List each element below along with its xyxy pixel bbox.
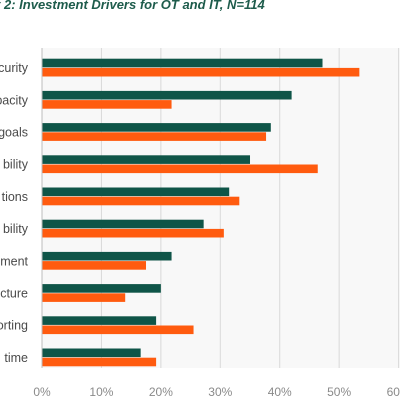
bar-series-1 [42,219,204,229]
bar-series-2 [42,325,194,335]
category-label: goals [0,126,28,140]
category-label: pacity [0,93,29,107]
bar-series-2 [42,293,126,302]
bar-series-1 [42,316,157,325]
x-tick-label: 10% [89,385,113,399]
x-tick-label: 0% [33,385,51,399]
bar-series-1 [42,251,172,261]
bar-series-1 [42,284,161,293]
category-labels: curity pacity goals bility tions bility ment ct… [0,61,29,365]
bar-series-2 [42,261,147,270]
gridlines [100,48,400,368]
bar-series-1 [42,348,141,358]
bar-series-2 [42,164,318,174]
x-tick-labels: 0% 10% 20% 30% 40% 50% 60% [33,385,400,399]
category-label: time [4,351,28,365]
bar-series-1 [42,187,230,197]
x-tick-label: 30% [208,385,232,399]
x-tick-label: 20% [149,385,173,399]
bar-series-2 [42,196,240,206]
bar-series-1 [42,90,292,100]
category-label: cture [0,287,28,301]
chart-title: rt 2: Investment Drivers for OT and IT, … [0,0,265,12]
bar-series-2 [42,228,224,238]
category-label: ment [0,254,28,268]
x-tick-label: 50% [327,385,351,399]
x-tick-label: 60% [387,385,400,399]
category-label: tions [2,190,28,204]
category-label: orting [0,319,28,333]
bar-series-2 [42,357,157,367]
bar-series-1 [42,155,251,164]
bar-series-2 [42,100,172,109]
x-tick-label: 40% [268,385,292,399]
category-label: bility [3,158,29,172]
bars [42,58,360,367]
category-label: curity [0,61,29,75]
bar-series-2 [42,67,360,77]
category-label: bility [3,222,29,236]
bar-series-1 [42,123,271,132]
bar-series-2 [42,132,267,141]
bar-series-1 [42,58,323,68]
